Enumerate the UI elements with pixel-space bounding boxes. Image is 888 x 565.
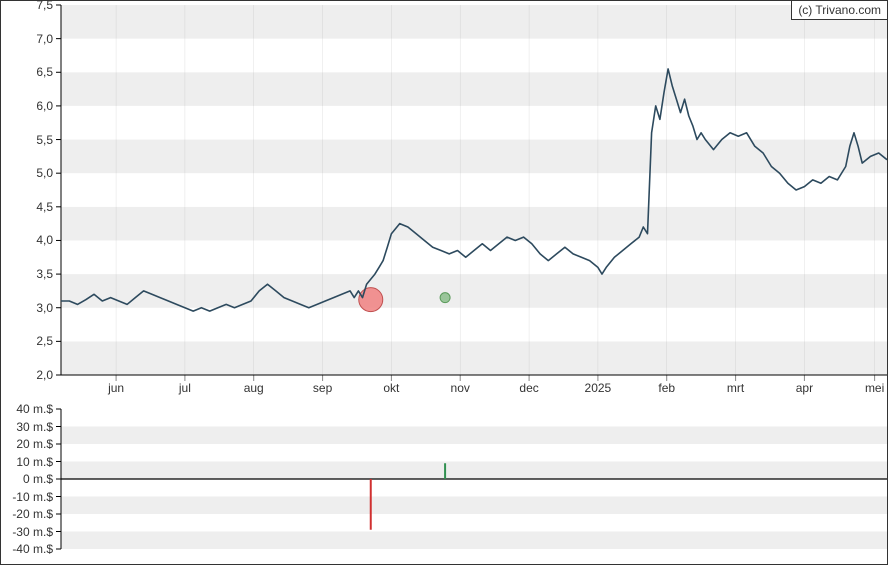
price-x-tick-label: nov <box>451 381 470 395</box>
price-x-tick-label: jul <box>179 381 191 395</box>
volume-y-tick-label: 40 m.$ <box>1 402 53 416</box>
price-x-tick-label: jun <box>108 381 124 395</box>
volume-chart-svg <box>1 407 887 564</box>
volume-y-tick-label: 30 m.$ <box>1 420 53 434</box>
price-x-tick-label: dec <box>519 381 538 395</box>
price-y-tick-label: 3,5 <box>1 267 53 281</box>
price-y-tick-label: 5,5 <box>1 133 53 147</box>
price-y-tick-label: 2,5 <box>1 334 53 348</box>
price-y-tick-label: 3,0 <box>1 301 53 315</box>
price-x-tick-label: sep <box>313 381 332 395</box>
price-y-tick-label: 7,0 <box>1 32 53 46</box>
price-x-tick-label: mei <box>865 381 884 395</box>
price-y-tick-label: 6,0 <box>1 99 53 113</box>
volume-chart-panel: -40 m.$ -30 m.$ -20 m.$ -10 m.$ 0 m.$ 10 m.$ 2… <box>1 407 887 564</box>
price-x-tick-label: apr <box>796 381 813 395</box>
price-chart-panel: 2,0 2,5 3,0 3,5 4,0 4,5 5,0 5,5 6,0 6,5 7,0 7,5 jun… <box>1 1 887 397</box>
volume-y-tick-label: -10 m.$ <box>1 490 53 504</box>
price-y-tick-label: 7,5 <box>1 0 53 12</box>
volume-y-tick-label: 0 m.$ <box>1 472 53 486</box>
price-chart-svg <box>1 1 887 397</box>
price-x-tick-label: okt <box>383 381 399 395</box>
price-y-tick-label: 6,5 <box>1 65 53 79</box>
stock-chart-container: (c) Trivano.com 2,0 2,5 3,0 3,5 4,0 4,5 5,0 5,5… <box>0 0 888 565</box>
copyright-text: (c) Trivano.com <box>798 3 881 17</box>
price-y-tick-label: 2,0 <box>1 368 53 382</box>
price-x-tick-label: mrt <box>727 381 744 395</box>
price-x-tick-label: feb <box>658 381 675 395</box>
price-y-tick-label: 5,0 <box>1 166 53 180</box>
volume-y-tick-label: 10 m.$ <box>1 455 53 469</box>
price-x-tick-label: 2025 <box>585 381 612 395</box>
price-y-tick-label: 4,5 <box>1 200 53 214</box>
copyright-label: (c) Trivano.com <box>791 1 887 20</box>
volume-y-tick-label: -30 m.$ <box>1 525 53 539</box>
volume-y-tick-label: -40 m.$ <box>1 542 53 556</box>
volume-y-tick-label: -20 m.$ <box>1 507 53 521</box>
price-x-tick-label: aug <box>244 381 264 395</box>
volume-y-tick-label: 20 m.$ <box>1 437 53 451</box>
price-y-tick-label: 4,0 <box>1 233 53 247</box>
